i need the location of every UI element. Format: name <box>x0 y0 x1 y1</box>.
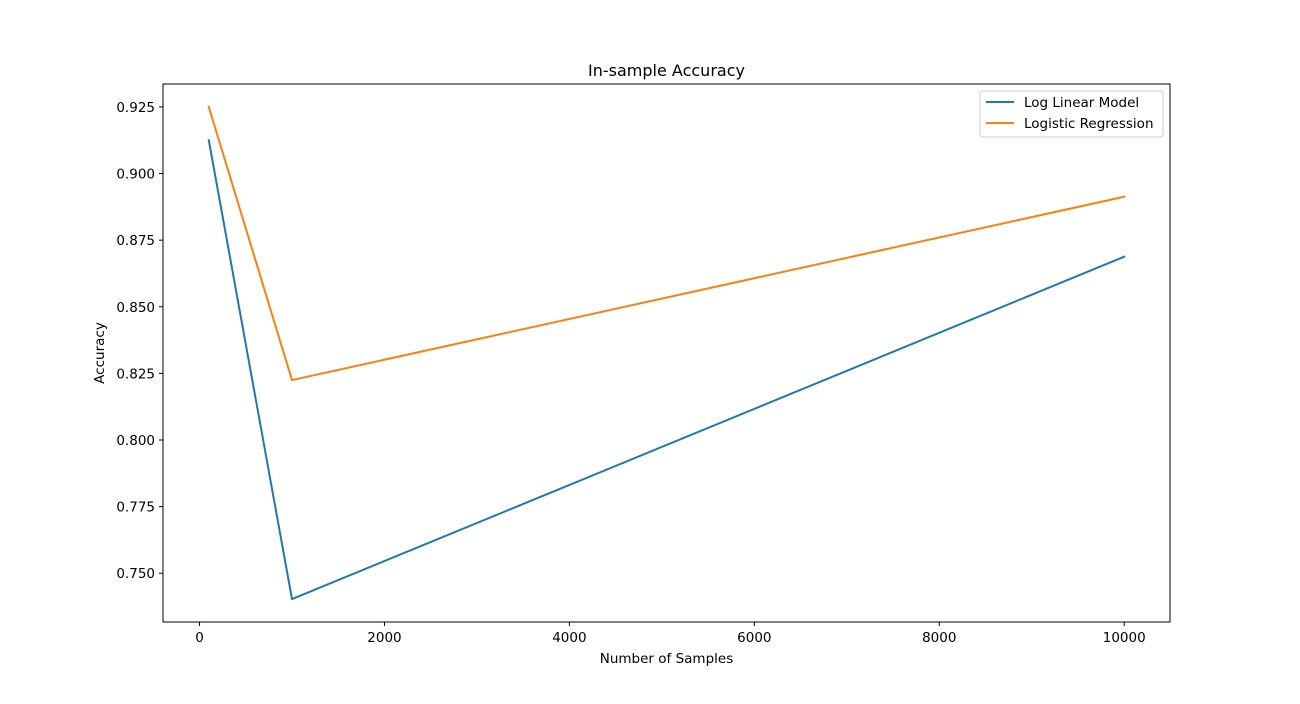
y-axis-ticks: 0.750 0.775 0.800 0.825 0.850 0.875 0.900 0.925 <box>116 100 163 582</box>
y-tick-label: 0.875 <box>116 233 155 249</box>
legend-label-logistic-regression: Logistic Regression <box>1024 116 1154 132</box>
x-tick-label: 4000 <box>552 630 586 646</box>
series-line-logistic-regression <box>207 105 1126 382</box>
y-tick-label: 0.750 <box>116 566 155 582</box>
chart-title: In-sample Accuracy <box>588 61 745 80</box>
series-layer <box>207 105 1126 601</box>
y-tick-label: 0.775 <box>116 500 155 516</box>
x-tick-label: 0 <box>195 630 204 646</box>
x-tick-label: 10000 <box>1103 630 1146 646</box>
y-tick-label: 0.850 <box>116 300 155 316</box>
plot-frame <box>162 83 1171 623</box>
y-tick-label: 0.900 <box>116 167 155 183</box>
x-axis-ticks: 0 2000 4000 6000 8000 10000 <box>195 622 1146 646</box>
y-axis-label: Accuracy <box>92 322 108 384</box>
plot-area <box>163 84 1170 622</box>
x-tick-label: 6000 <box>737 630 771 646</box>
x-axis-label: Number of Samples <box>600 651 733 667</box>
legend: Log Linear Model Logistic Regression <box>979 90 1164 138</box>
y-tick-label: 0.800 <box>116 433 155 449</box>
y-tick-label: 0.825 <box>116 366 155 382</box>
y-tick-label: 0.925 <box>116 100 155 116</box>
series-line-log-linear-model <box>207 139 1126 601</box>
legend-label-log-linear-model: Log Linear Model <box>1024 95 1139 111</box>
x-tick-label: 2000 <box>367 630 401 646</box>
x-tick-label: 8000 <box>922 630 956 646</box>
legend-box <box>979 90 1164 138</box>
